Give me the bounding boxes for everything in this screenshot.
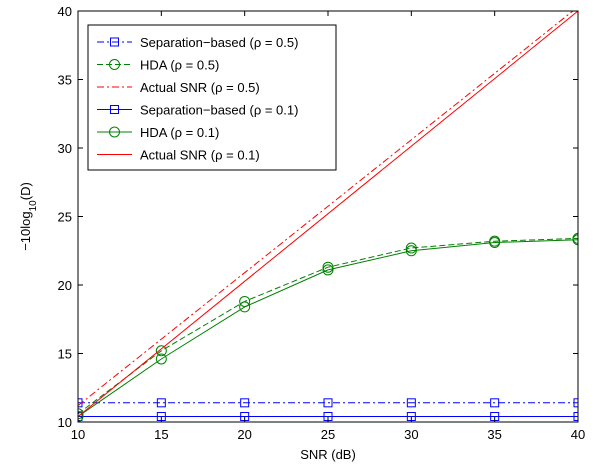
legend-label: Separation−based (ρ = 0.1) [140,103,298,118]
y-tick-label: 40 [58,4,72,19]
data-point [489,237,501,249]
axis-ticks: 10 15 20 25 30 35 40 10 15 20 25 30 35 40 [58,4,586,442]
y-tick-label: 10 [58,415,72,430]
legend-label: Separation−based (ρ = 0.5) [140,35,298,50]
legend-marker [109,59,120,70]
y-tick-label: 30 [58,141,72,156]
x-tick-label: 30 [404,427,418,442]
series-line [78,239,578,417]
legend-entry: HDA (ρ = 0.5) [97,58,219,73]
y-axis-label-subscript: 10 [28,200,39,212]
legend-marker [110,105,119,114]
data-point [572,234,578,246]
legend-label: HDA (ρ = 0.1) [140,125,219,140]
legend-entry: Actual SNR (ρ = 0.5) [97,80,260,95]
x-tick-label: 20 [237,427,251,442]
data-point [78,411,84,422]
x-tick-label: 10 [71,427,85,442]
data-point [573,412,578,422]
series-5 [78,234,578,422]
legend-label: Actual SNR (ρ = 0.5) [140,80,260,95]
data-point [405,245,417,257]
series-layer [78,11,578,422]
series-3 [78,11,574,406]
y-axis-label-prefix: −10log [18,211,33,250]
legend-entry: Separation−based (ρ = 0.1) [97,103,298,118]
series-line [78,11,578,417]
legend: Separation−based (ρ = 0.5) HDA (ρ = 0.5) A… [87,24,337,171]
series-line [78,11,574,406]
legend-label: Actual SNR (ρ = 0.1) [140,148,260,163]
series-4 [78,412,578,422]
x-tick-label: 15 [154,427,168,442]
series-2 [78,232,578,420]
data-point [490,398,500,408]
x-axis-label: SNR (dB) [300,447,356,462]
data-point [78,412,83,422]
data-point [156,398,166,408]
data-point [322,261,334,273]
data-point [573,398,578,408]
y-tick-label: 20 [58,278,72,293]
legend-marker [110,37,119,47]
series-line [78,237,578,415]
legend-entry: Actual SNR (ρ = 0.1) [97,148,260,163]
data-point [239,301,251,313]
y-tick-label: 35 [58,73,72,88]
y-tick-label: 25 [58,210,72,225]
series-6 [78,11,578,417]
y-tick-label: 15 [58,347,72,362]
x-tick-label: 35 [487,427,501,442]
data-point [240,398,250,408]
legend-box [87,24,337,171]
data-point [78,408,84,420]
series-1 [78,398,578,408]
y-axis-label: −10log10(D) [18,182,39,251]
legend-marker [109,126,120,138]
legend-label: HDA (ρ = 0.5) [140,58,219,73]
y-axis-label-suffix: (D) [18,182,33,200]
data-point [155,345,167,357]
legend-entry: Separation−based (ρ = 0.5) [97,35,298,50]
data-point [406,398,416,408]
data-point [155,353,167,365]
data-point [323,398,333,408]
x-tick-label: 40 [571,427,585,442]
data-point [322,264,334,276]
x-tick-label: 25 [321,427,335,442]
legend-entry: HDA (ρ = 0.1) [97,125,219,140]
data-point [405,242,417,254]
